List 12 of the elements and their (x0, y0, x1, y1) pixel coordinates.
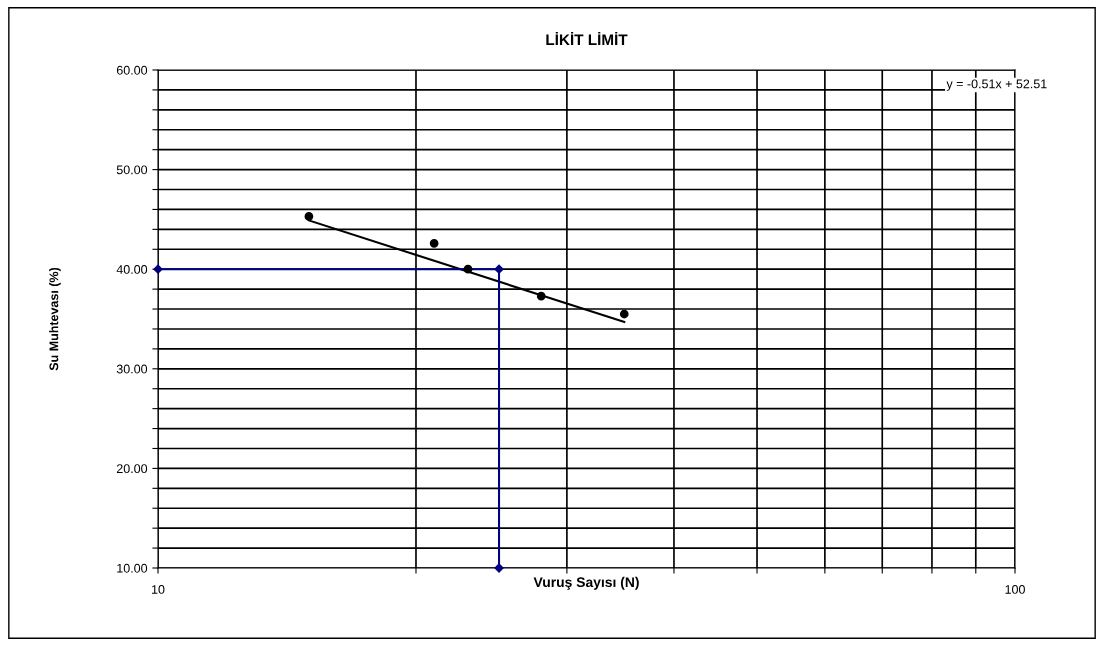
x-axis-title: Vuruş Sayısı (N) (533, 576, 639, 590)
y-tick-label: 30.00 (116, 364, 148, 374)
x-tick-label: 100 (1005, 585, 1025, 594)
y-tick-label: 40.00 (116, 265, 148, 274)
annotation: y = -0.51x + 52.51 (946, 79, 1047, 91)
x-tick-label: 10 (152, 585, 165, 594)
y-axis-title: Su Muhtevası (%) (49, 267, 61, 371)
y-tick-label: 10.00 (117, 563, 148, 573)
chart-title: LİKİT LİMİT (546, 31, 628, 45)
y-tick-label: 20.00 (116, 464, 148, 474)
y-tick-label: 50.00 (116, 165, 148, 175)
y-tick-label: 60.00 (116, 65, 148, 75)
